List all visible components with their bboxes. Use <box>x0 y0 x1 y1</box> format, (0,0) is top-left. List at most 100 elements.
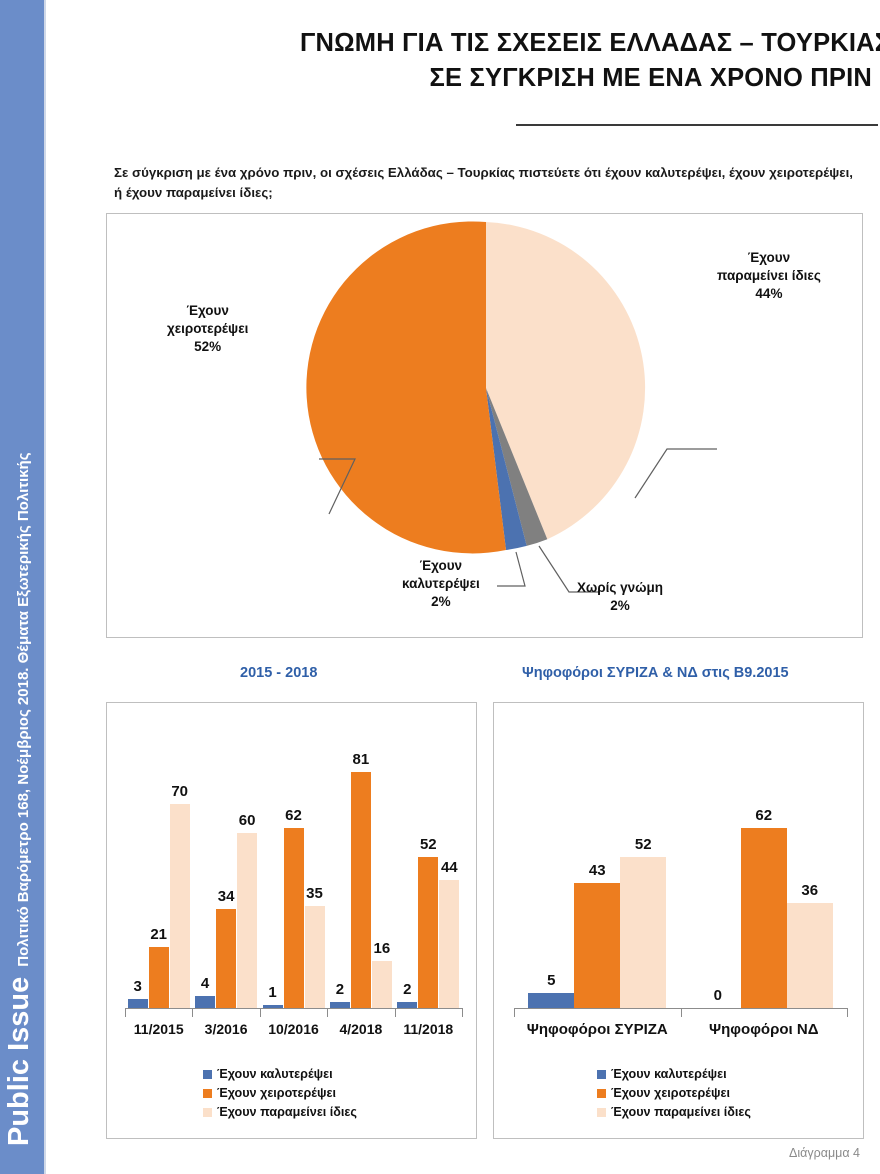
bar <box>418 856 439 1008</box>
bar-value-label: 2 <box>335 981 345 999</box>
bar <box>350 772 371 1008</box>
chart-subtitle-timeseries: 2015 - 2018 <box>240 665 318 681</box>
category-label: Ψηφοφόροι ΝΔ <box>709 1021 819 1038</box>
x-axis-tick <box>192 1008 194 1017</box>
bar-value-label: 16 <box>373 940 391 958</box>
x-axis-tick <box>259 1008 261 1017</box>
pie-chart-svg <box>306 221 717 593</box>
bar <box>195 996 216 1008</box>
x-axis-tick <box>394 1008 396 1017</box>
x-axis-tick <box>847 1008 848 1017</box>
legend-label: Έχουν παραμείνει ίδιες <box>217 1105 357 1120</box>
pie-label-better: Έχουν καλυτερέψει 2% <box>402 557 480 611</box>
category-label: 11/2018 <box>403 1021 454 1037</box>
bar <box>169 804 190 1008</box>
bar-value-label: 5 <box>547 972 556 990</box>
bar <box>329 1002 350 1008</box>
bar-value-label: 0 <box>713 987 722 1004</box>
bar-value-label: 1 <box>268 984 277 1002</box>
bar <box>397 1002 418 1008</box>
figure-caption: Διάγραμμα 4 <box>789 1146 860 1160</box>
x-axis-tick <box>680 1008 682 1017</box>
bar <box>740 827 787 1008</box>
brand-name: Public Issue <box>3 976 35 1146</box>
x-axis-tick <box>514 1008 515 1017</box>
pie-label-better-line2: καλυτερέψει <box>402 576 480 592</box>
bar <box>283 827 304 1008</box>
bar-value-label: 4 <box>200 975 210 993</box>
pie-label-worse-line2: χειροτερέψει <box>167 321 249 337</box>
bar-value-label: 70 <box>171 783 189 801</box>
bar <box>574 882 621 1008</box>
pie-label-better-line1: Έχουν <box>419 558 463 573</box>
bar-value-label: 81 <box>352 751 370 769</box>
pie-label-noopinion: Χωρίς γνώμη 2% <box>577 579 663 615</box>
bar <box>620 856 667 1008</box>
bar-value-label: 62 <box>755 806 773 824</box>
x-axis-tick <box>462 1008 463 1017</box>
legend-label: Έχουν καλυτερέψει <box>611 1067 727 1081</box>
bar <box>216 909 237 1008</box>
bar-value-label: 52 <box>634 835 652 853</box>
pie-label-same-value: 44% <box>755 286 783 302</box>
page-title: ΓΝΩΜΗ ΓΙΑ ΤΙΣ ΣΧΕΣΕΙΣ ΕΛΛΑΔΑΣ – ΤΟΥΡΚΙΑΣ… <box>300 26 880 95</box>
bar <box>262 1005 283 1008</box>
callout-line-worse <box>319 458 356 515</box>
callout-line-same <box>634 448 717 499</box>
bar <box>371 961 392 1008</box>
bar-value-label: 35 <box>306 885 323 903</box>
category-label: 4/2018 <box>339 1021 383 1037</box>
bar-value-label: 44 <box>440 858 458 876</box>
bar <box>127 999 148 1008</box>
category-label: 10/2016 <box>268 1021 319 1037</box>
timeseries-legend: Έχουν καλυτερέψει Έχουν χειροτερέψει Έχουν… <box>203 1065 357 1122</box>
legend-label: Έχουν χειροτερέψει <box>611 1086 730 1101</box>
legend-swatch-icon <box>597 1089 606 1099</box>
voters-plot-area: 5 43 52 Ψηφοφόροι ΣΥΡΙΖΑ 0 62 36 Ψηφοφόροι ΝΔ <box>494 703 863 1138</box>
pie-label-same-line2: παραμείνει ίδιες <box>717 268 821 284</box>
category-label: 11/2015 <box>133 1021 184 1037</box>
bar-value-label: 2 <box>403 981 412 999</box>
legend-label: Έχουν καλυτερέψει <box>217 1067 333 1081</box>
bar-value-label: 21 <box>150 925 168 943</box>
voters-bar-chart-panel: 5 43 52 Ψηφοφόροι ΣΥΡΙΖΑ 0 62 36 Ψηφοφόροι ΝΔ Έ… <box>493 702 864 1139</box>
x-axis-tick <box>327 1008 329 1017</box>
bar <box>528 993 575 1008</box>
bar-value-label: 52 <box>419 835 437 853</box>
pie-slice-same <box>486 222 646 540</box>
callout-line-noopinion <box>538 545 599 593</box>
pie-slice-better <box>486 388 527 550</box>
timeseries-plot-area: 3 21 70 11/2015 4 34 60 3/2016 1 62 35 10/2016 2 81 16… <box>107 703 476 1138</box>
legend-swatch-icon <box>203 1089 212 1099</box>
page-title-line-2: ΣΕ ΣΥΓΚΡΙΣΗ ΜΕ ΕΝΑ ΧΡΟΝΟ ΠΡΙΝ <box>429 63 872 92</box>
survey-subtitle: Πολιτικό Βαρόμετρο 168, Νοέμβριος 2018. … <box>15 452 32 967</box>
pie-label-better-value: 2% <box>431 594 451 610</box>
pie-slice-worse <box>306 221 506 554</box>
sidebar-divider <box>44 0 46 1174</box>
pie-label-worse: Έχουν χειροτερέψει 52% <box>167 302 248 356</box>
bar <box>439 879 460 1008</box>
title-underline <box>516 124 878 126</box>
legend-item: Έχουν καλυτερέψει <box>203 1065 357 1084</box>
legend-item: Έχουν χειροτερέψει <box>597 1084 751 1103</box>
bar <box>786 903 833 1008</box>
page-title-line-1: ΓΝΩΜΗ ΓΙΑ ΤΙΣ ΣΧΕΣΕΙΣ ΕΛΛΑΔΑΣ – ΤΟΥΡΚΙΑΣ <box>300 29 880 57</box>
bar-value-label: 60 <box>238 812 256 830</box>
voters-legend: Έχουν καλυτερέψει Έχουν χειροτερέψει Έχουν… <box>597 1065 751 1122</box>
category-label: 3/2016 <box>204 1021 248 1037</box>
timeseries-bar-chart-panel: 3 21 70 11/2015 4 34 60 3/2016 1 62 35 10/2016 2 81 16… <box>106 702 477 1139</box>
sidebar-text-block: Public Issue Πολιτικό Βαρόμετρο 168, Νοέ… <box>3 452 35 1146</box>
survey-question: Σε σύγκριση με ένα χρόνο πριν, οι σχέσει… <box>114 165 853 201</box>
chart-subtitle-voters: Ψηφοφόροι ΣΥΡΙΖΑ & ΝΔ στις Β9.2015 <box>522 665 789 681</box>
legend-item: Έχουν παραμείνει ίδιες <box>597 1103 751 1122</box>
bar <box>304 906 325 1008</box>
bar-value-label: 62 <box>285 806 302 824</box>
legend-label: Έχουν παραμείνει ίδιες <box>611 1105 751 1120</box>
bar <box>237 833 258 1008</box>
legend-swatch-icon <box>203 1108 212 1118</box>
bar-value-label: 3 <box>133 978 142 996</box>
pie-label-same: Έχουν παραμείνει ίδιες 44% <box>717 249 821 303</box>
pie-chart-panel: Έχουν παραμείνει ίδιες 44% Έχουν χειροτε… <box>106 213 863 638</box>
legend-swatch-icon <box>597 1070 606 1080</box>
pie-label-worse-value: 52% <box>194 339 222 355</box>
